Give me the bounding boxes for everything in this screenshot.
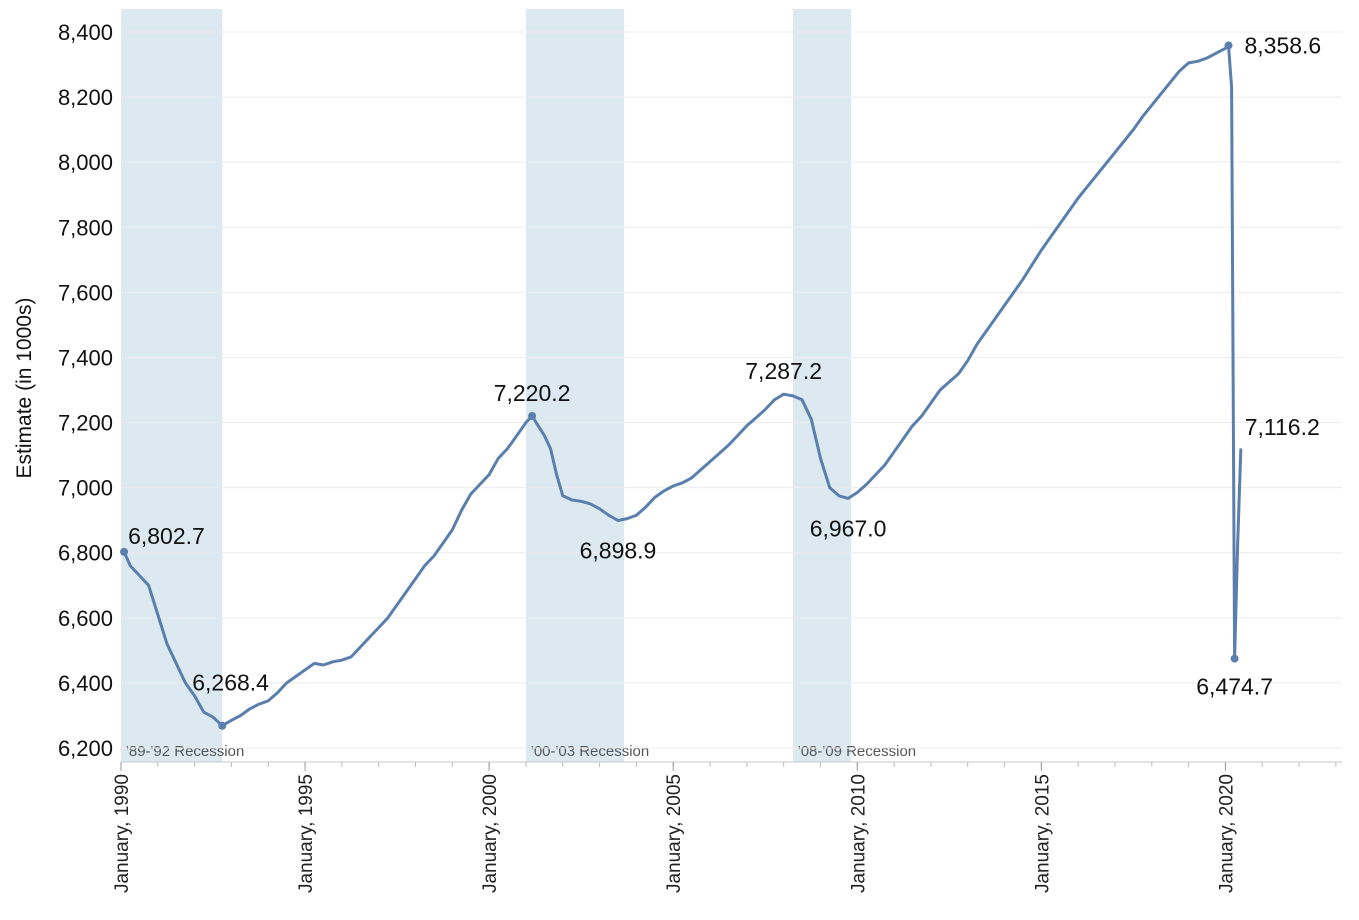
- x-tick-label: January, 2015: [1032, 774, 1053, 893]
- x-tick-label: January, 2010: [848, 774, 869, 893]
- data-point-marker: [528, 411, 537, 420]
- series-line: [122, 44, 1243, 728]
- y-tick-label: 8,000: [58, 150, 113, 175]
- x-tick-label: January, 2020: [1216, 774, 1237, 893]
- y-tick-label: 7,200: [58, 411, 113, 436]
- data-label: 7,220.2: [494, 380, 571, 406]
- y-tick-label: 7,400: [58, 345, 113, 370]
- data-label: 6,268.4: [192, 670, 269, 696]
- y-tick-label: 8,200: [58, 85, 113, 110]
- recession-band: [792, 9, 852, 762]
- gridlines: [121, 31, 1342, 749]
- data-label: 6,802.7: [128, 523, 205, 549]
- x-tick-label: January, 1995: [296, 774, 317, 893]
- recession-label: '00-'03 Recession: [531, 743, 649, 760]
- recession-bands: '89-'92 Recession '00-'03 Recession '08-'0…: [121, 9, 916, 762]
- data-label: 8,358.6: [1244, 32, 1321, 58]
- y-tick-label: 6,400: [58, 671, 113, 696]
- y-tick-label: 6,800: [58, 541, 113, 566]
- data-label: 7,116.2: [1245, 414, 1320, 440]
- data-label: 6,967.0: [810, 515, 887, 541]
- y-axis-title: Estimate (in 1000s): [13, 298, 36, 479]
- data-point-marker: [1230, 654, 1239, 663]
- recession-label: '08-'09 Recession: [798, 743, 916, 760]
- x-tick-label: January, 1990: [112, 774, 133, 893]
- y-tick-label: 8,400: [58, 20, 113, 45]
- x-tick-label: January, 2000: [480, 774, 501, 893]
- recession-band: [121, 9, 223, 762]
- data-annotations: 6,802.7 6,268.4 7,220.2 6,898.9 7,287.2 6,967…: [120, 32, 1321, 730]
- recession-band: [525, 9, 625, 762]
- data-point-marker: [1224, 41, 1233, 50]
- recession-label: '89-'92 Recession: [126, 743, 244, 760]
- data-point-marker: [218, 721, 227, 730]
- data-label: 6,898.9: [580, 538, 657, 564]
- series: [122, 44, 1243, 728]
- y-tick-label: 6,200: [58, 736, 113, 761]
- y-tick-label: 6,600: [58, 606, 113, 631]
- y-tick-label: 7,000: [58, 476, 113, 501]
- x-tick-label: January, 2005: [664, 774, 685, 893]
- data-label: 6,474.7: [1196, 674, 1273, 700]
- x-axis: January, 1990 January, 1995 January, 2000 J…: [112, 761, 1342, 893]
- y-tick-label: 7,800: [58, 215, 113, 240]
- y-tick-label: 7,600: [58, 280, 113, 305]
- y-axis: 6,200 6,400 6,600 6,800 7,000 7,200 7,400 7,600…: [58, 20, 113, 761]
- data-label: 7,287.2: [745, 358, 822, 384]
- data-point-marker: [120, 547, 129, 556]
